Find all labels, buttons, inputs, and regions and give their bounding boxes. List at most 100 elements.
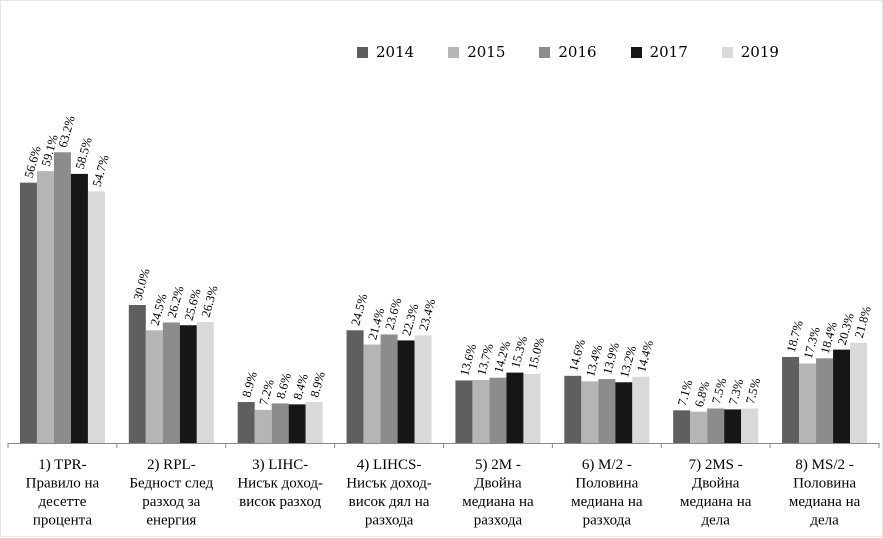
legend-item-2017: 2017	[630, 43, 688, 61]
legend: 2014 2015 2016 2017 2019	[357, 43, 779, 61]
bar-2016-cat6	[598, 379, 616, 443]
data-label-2014-cat7: 7.1%	[675, 378, 695, 407]
legend-label-2019: 2019	[740, 43, 779, 61]
data-label-2019-cat7: 7.5%	[743, 376, 763, 405]
category-label-line: 4) LIHCS-	[357, 457, 422, 473]
category-label-2: 2) RPL- Бедност след разход за енергия	[129, 457, 213, 529]
bar-2016-cat5	[489, 377, 507, 443]
bar-2019-cat1	[87, 191, 105, 443]
legend-item-2016: 2016	[539, 43, 597, 61]
category-label-line: разхода	[474, 513, 523, 529]
category-label-line: Бедност след	[129, 476, 213, 492]
bar-2019-cat7	[741, 408, 759, 443]
data-label-2017-cat1: 58.5%	[73, 136, 95, 171]
category-label-line: Половина	[575, 476, 638, 492]
data-label-2014-cat3: 8.9%	[240, 370, 260, 399]
bar-2017-cat7	[724, 409, 742, 443]
category-label-line: Нисък доход-	[237, 476, 323, 492]
category-label-line: разход за	[142, 494, 200, 510]
data-label-2019-cat3: 8.9%	[308, 370, 328, 399]
category-label-5: 5) 2M - Двойна медиана на разхода	[462, 457, 534, 529]
bar-2014-cat7	[673, 410, 691, 443]
bar-2014-cat4	[346, 330, 364, 443]
data-label-2019-cat2: 26.3%	[199, 284, 221, 319]
legend-item-2014: 2014	[357, 43, 414, 61]
category-label-line: 5) 2M -	[475, 457, 521, 473]
data-label-2016-cat3: 8.6%	[274, 371, 294, 400]
category-label-1: 1) TPR- Правило на десетте процента	[26, 457, 100, 529]
category-label-8: 8) MS/2 - Половина медиана на дела	[789, 457, 861, 529]
data-label-2016-cat1: 63.2%	[56, 114, 78, 149]
data-label-2015-cat7: 6.8%	[692, 380, 712, 409]
data-label-2017-cat3: 8.4%	[291, 372, 311, 401]
bar-2014-cat1	[19, 182, 37, 443]
category-label-line: дела	[810, 513, 839, 529]
bar-2016-cat4	[380, 334, 398, 443]
category-label-line: висок дял на	[349, 494, 430, 510]
bar-2017-cat2	[179, 325, 197, 443]
category-label-line: висок разход	[239, 494, 321, 510]
bar-2014-cat8	[782, 356, 800, 443]
legend-item-2019: 2019	[721, 43, 779, 61]
bar-2017-cat3	[288, 404, 306, 443]
bar-2019-cat3	[305, 402, 323, 443]
category-label-6: 6) M/2 - Половина медиана на разхода	[571, 457, 643, 529]
data-label-2019-cat6: 14.4%	[634, 339, 656, 374]
bar-2015-cat2	[145, 330, 163, 443]
data-label-2014-cat2: 30.0%	[131, 267, 153, 302]
category-label-7: 7) 2MS - Двойна медиана на дела	[680, 457, 752, 529]
category-label-line: медиана на	[571, 494, 643, 510]
data-label-2017-cat7: 7.3%	[726, 377, 746, 406]
legend-label-2015: 2015	[467, 43, 506, 61]
bar-2017-cat5	[506, 372, 524, 443]
data-label-2015-cat3: 7.2%	[257, 378, 277, 407]
bar-2016-cat1	[53, 152, 71, 443]
category-label-line: дела	[701, 513, 730, 529]
category-label-line: десетте	[38, 494, 86, 510]
data-label-2014-cat4: 24.5%	[348, 292, 370, 327]
legend-item-2015: 2015	[448, 43, 505, 61]
bar-2016-cat3	[271, 403, 289, 443]
data-label-2019-cat8: 21.8%	[852, 305, 874, 340]
bar-2019-cat6	[632, 376, 650, 443]
category-label-line: разхода	[583, 513, 632, 529]
bar-2019-cat2	[196, 322, 214, 443]
category-label-line: енергия	[146, 513, 196, 529]
legend-swatch-2015	[448, 46, 460, 58]
category-label-line: 2) RPL-	[147, 457, 196, 473]
data-label-2016-cat7: 7.5%	[709, 376, 729, 405]
bar-2014-cat3	[237, 402, 255, 443]
legend-swatch-2014	[357, 46, 368, 58]
category-label-line: 1) TPR-	[38, 457, 86, 473]
bar-2014-cat5	[455, 380, 473, 443]
category-label-4: 4) LIHCS- Нисък доход-висок дял на разхода	[346, 457, 432, 529]
data-label-2019-cat1: 54.7%	[90, 153, 112, 188]
bar-2019-cat8	[850, 342, 868, 443]
bar-2017-cat4	[397, 340, 415, 443]
bar-2015-cat3	[254, 409, 272, 443]
bar-2015-cat6	[581, 381, 599, 443]
category-label-line: Правило на	[26, 476, 100, 492]
bar-2015-cat8	[799, 363, 817, 443]
bar-2017-cat8	[833, 349, 851, 443]
category-label-line: 8) MS/2 -	[795, 457, 853, 473]
bar-2016-cat2	[162, 322, 180, 443]
category-label-line: 6) M/2 -	[582, 457, 632, 473]
bar-2017-cat6	[615, 382, 633, 443]
category-label-line: 7) 2MS -	[689, 457, 743, 473]
category-label-line: Двойна	[474, 476, 522, 492]
category-label-3: 3) LIHC- Нисък доход-висок разход	[237, 457, 323, 510]
legend-swatch-2016	[539, 46, 551, 58]
bar-2017-cat1	[70, 173, 88, 443]
bar-2015-cat7	[690, 411, 708, 443]
category-label-line: медиана на	[680, 494, 752, 510]
bar-2015-cat4	[363, 344, 381, 443]
bar-2015-cat1	[36, 171, 54, 443]
bar-2016-cat7	[707, 408, 725, 443]
bar-2019-cat4	[414, 335, 432, 443]
bar-2014-cat6	[564, 375, 582, 443]
bar-2014-cat2	[128, 305, 146, 443]
category-label-line: процента	[33, 513, 92, 529]
legend-swatch-2019	[721, 46, 733, 58]
bar-2016-cat8	[816, 358, 834, 443]
